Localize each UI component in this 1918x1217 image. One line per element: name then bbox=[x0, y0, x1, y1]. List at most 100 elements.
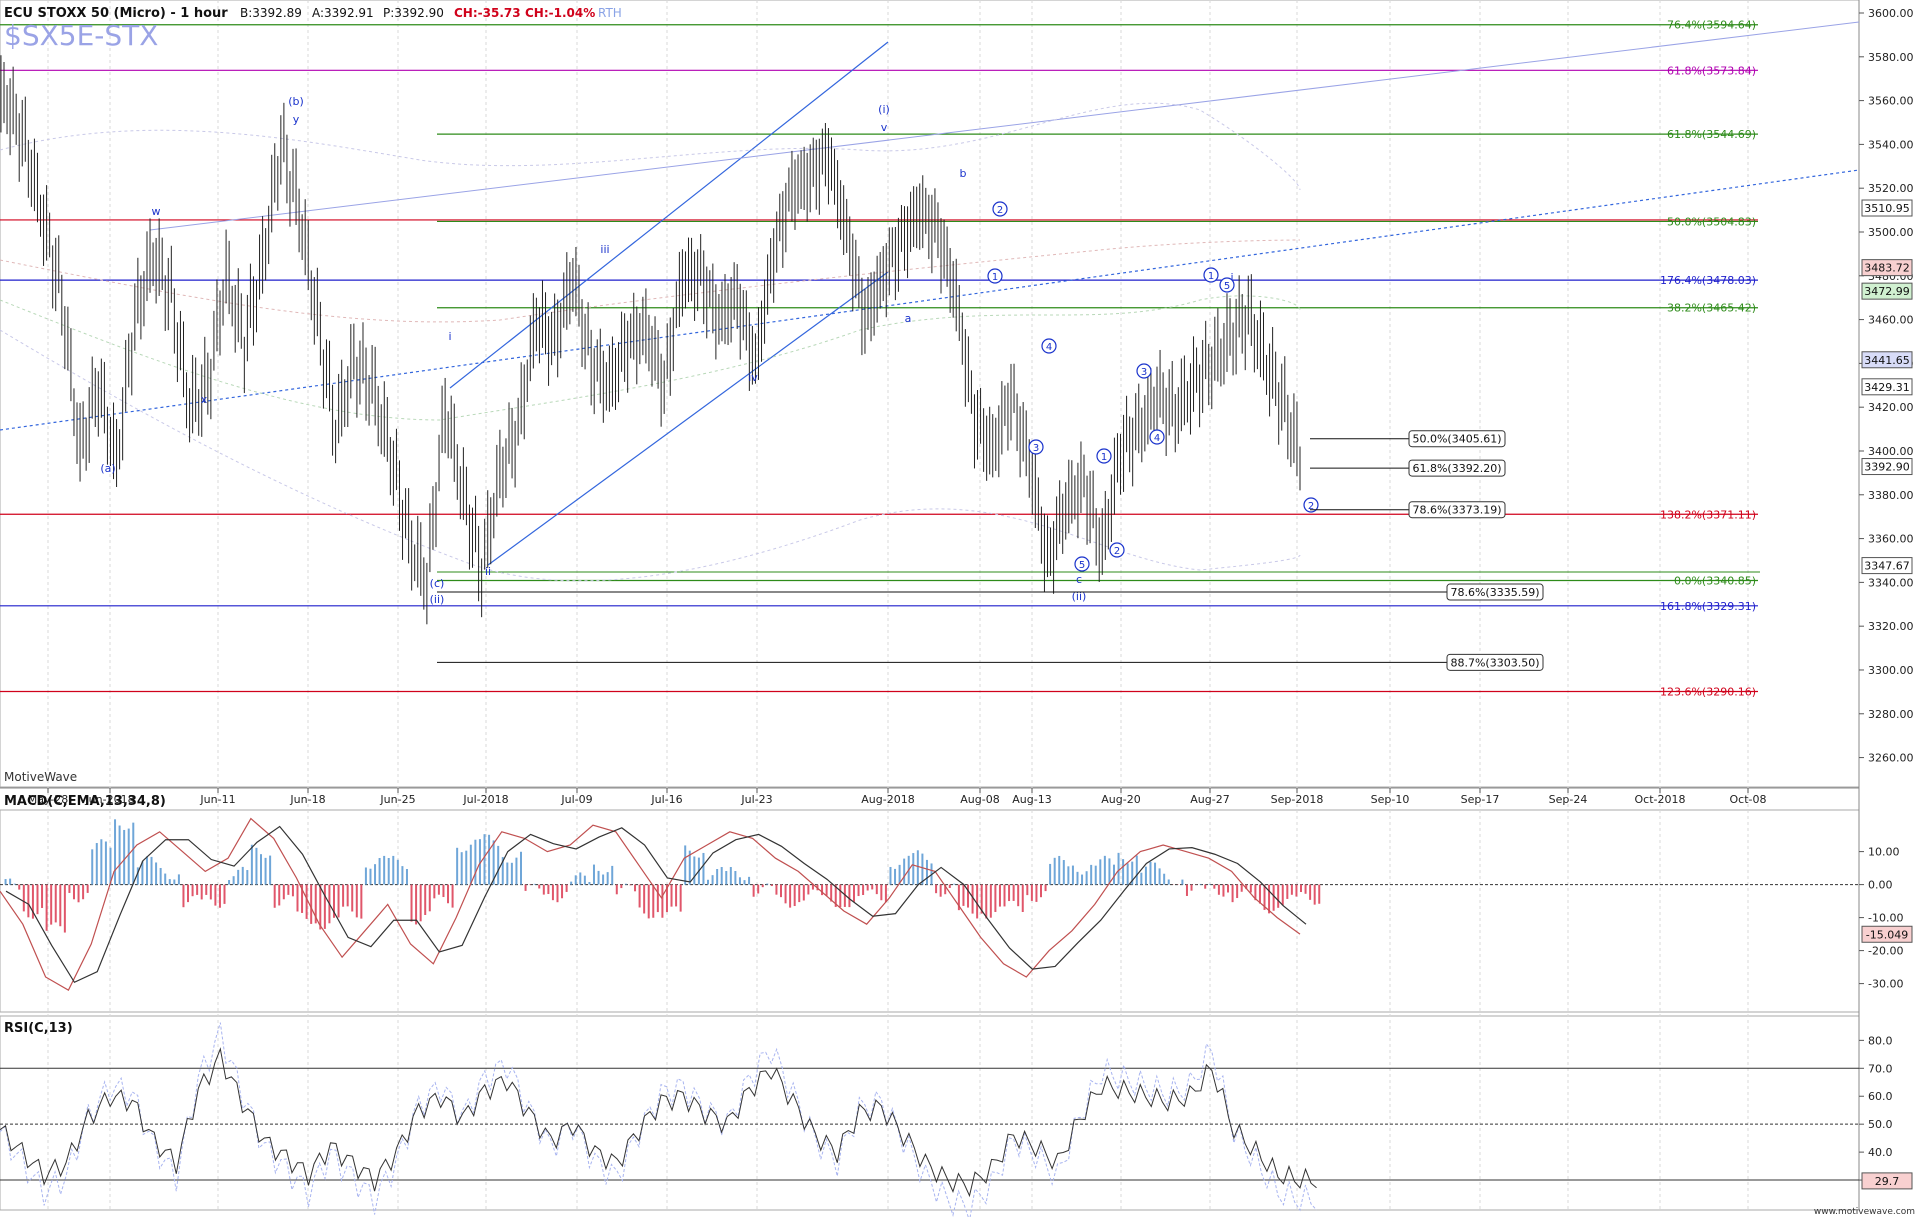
macd-histogram-bar bbox=[200, 884, 203, 900]
price-tick-label: 3300.00 bbox=[1868, 664, 1914, 677]
macd-histogram-bar bbox=[27, 884, 30, 918]
session-label: RTH bbox=[598, 6, 622, 20]
macd-histogram-bar bbox=[196, 884, 199, 895]
boxed-levels: 50.0%(3405.61) 61.8%(3392.20) 78.6%(3373.1… bbox=[437, 430, 1544, 671]
macd-histogram-bar bbox=[314, 884, 317, 924]
price-panel[interactable] bbox=[0, 0, 1860, 788]
price-tick-label: 3320.00 bbox=[1868, 620, 1914, 633]
macd-histogram-bar bbox=[465, 850, 468, 885]
rsi-panel[interactable] bbox=[0, 1015, 1860, 1211]
price-series bbox=[0, 55, 1301, 625]
wave-label: 4 bbox=[1154, 433, 1160, 444]
macd-histogram-bar bbox=[866, 884, 869, 891]
macd-histogram-bar bbox=[807, 884, 810, 895]
macd-histogram-bar bbox=[63, 884, 66, 933]
boxed-level-label: 78.6%(3373.19) bbox=[1412, 504, 1501, 517]
macd-histogram-bar bbox=[460, 852, 463, 885]
macd-histogram-bar bbox=[1222, 884, 1225, 897]
macd-histogram-bar bbox=[410, 884, 413, 922]
macd-histogram-bar bbox=[1190, 884, 1193, 891]
macd-histogram-bar bbox=[54, 884, 57, 923]
motivewave-watermark: MotiveWave bbox=[4, 770, 77, 784]
macd-histogram-bar bbox=[82, 884, 85, 900]
change-value: CH:-35.73 bbox=[454, 6, 521, 20]
wave-label: (a) bbox=[100, 462, 115, 475]
macd-histogram-bar bbox=[123, 829, 126, 885]
macd-histogram-bar bbox=[1272, 884, 1275, 911]
date-tick-label: Aug-13 bbox=[1012, 793, 1051, 806]
macd-histogram-bar bbox=[1227, 884, 1230, 893]
macd-histogram-bar bbox=[1245, 884, 1248, 890]
macd-histogram-bar bbox=[374, 864, 377, 885]
macd-histogram-bar bbox=[1049, 863, 1052, 885]
wave-circle bbox=[1096, 448, 1112, 464]
wave-label: (ii) bbox=[1072, 590, 1087, 603]
macd-histogram-bar bbox=[155, 862, 158, 885]
macd-histogram-bar bbox=[483, 834, 486, 885]
macd-histogram-bar bbox=[282, 884, 285, 900]
price-tag-box bbox=[1861, 199, 1913, 217]
macd-histogram-bar bbox=[95, 843, 98, 885]
channel-upper-line[interactable] bbox=[449, 41, 889, 389]
trendline-light[interactable] bbox=[149, 21, 1860, 231]
macd-histogram-bar bbox=[1012, 884, 1015, 901]
macd-histogram-bar bbox=[273, 884, 276, 908]
macd-histogram-bar bbox=[766, 883, 769, 885]
macd-histogram-bar bbox=[492, 840, 495, 885]
trendline-dashed[interactable] bbox=[0, 169, 1860, 431]
wave-circle bbox=[1149, 429, 1165, 445]
macd-histogram-bar bbox=[1008, 884, 1011, 902]
rsi-tick-label: 50.0 bbox=[1868, 1118, 1893, 1131]
macd-histogram-bar bbox=[497, 845, 500, 885]
macd-histogram-bar bbox=[383, 855, 386, 885]
macd-histogram-bar bbox=[501, 857, 504, 885]
macd-last-value: -15.049 bbox=[1866, 928, 1908, 941]
wave-circle bbox=[1136, 363, 1152, 379]
wave-circle bbox=[1203, 267, 1219, 283]
macd-histogram-bar bbox=[875, 884, 878, 895]
wave-label: 5 bbox=[1224, 281, 1230, 292]
channel-lower-line[interactable] bbox=[487, 271, 889, 566]
price-tick-label: 3400.00 bbox=[1868, 445, 1914, 458]
macd-line bbox=[0, 817, 1301, 992]
fib-level-label: 76.4%(3594.64) bbox=[1667, 19, 1756, 32]
macd-histogram-bar bbox=[127, 828, 130, 885]
macd-histogram-bar bbox=[1144, 866, 1147, 885]
macd-histogram-bar bbox=[775, 884, 778, 895]
macd-histogram-bar bbox=[638, 884, 641, 908]
macd-histogram-bar bbox=[145, 856, 148, 885]
price-tag-box bbox=[1861, 557, 1913, 575]
macd-histogram-bar bbox=[665, 884, 668, 913]
macd-histogram-bar bbox=[104, 841, 107, 885]
macd-histogram-bar bbox=[255, 847, 258, 885]
macd-histogram-bar bbox=[419, 884, 422, 922]
macd-histogram-bar bbox=[533, 883, 536, 885]
date-tick-label: Aug-08 bbox=[960, 793, 999, 806]
macd-histogram-bar bbox=[693, 856, 696, 885]
macd-histogram-bar bbox=[994, 884, 997, 912]
boxed-level-box bbox=[1408, 501, 1506, 519]
macd-histogram-bar bbox=[944, 884, 947, 895]
macd-panel[interactable] bbox=[0, 809, 1860, 1013]
macd-histogram-bar bbox=[1062, 860, 1065, 885]
price-tick-label: 3280.00 bbox=[1868, 708, 1914, 721]
wave-label: 3 bbox=[1141, 367, 1147, 378]
date-tick-label: Aug-20 bbox=[1101, 793, 1140, 806]
macd-histogram-bar bbox=[118, 825, 121, 885]
wave-label: 2 bbox=[997, 205, 1003, 216]
macd-histogram-bar bbox=[962, 884, 965, 906]
date-tick-label: Jun-25 bbox=[379, 793, 415, 806]
wave-circle bbox=[992, 201, 1008, 217]
macd-histogram-bar bbox=[50, 884, 53, 925]
macd-histogram-bar bbox=[1122, 859, 1125, 885]
macd-histogram-bar bbox=[821, 884, 824, 896]
wave-label: 2 bbox=[1114, 546, 1120, 557]
macd-tick-label: -30.00 bbox=[1868, 978, 1903, 991]
price-tick-label: 3380.00 bbox=[1868, 489, 1914, 502]
macd-tick-label: 10.00 bbox=[1868, 846, 1900, 859]
fib-level-label: 161.8%(3329.31) bbox=[1660, 600, 1756, 613]
wave-label: 1 bbox=[1101, 452, 1107, 463]
date-tick-label: Jul-23 bbox=[740, 793, 772, 806]
macd-histogram-bar bbox=[9, 878, 12, 885]
